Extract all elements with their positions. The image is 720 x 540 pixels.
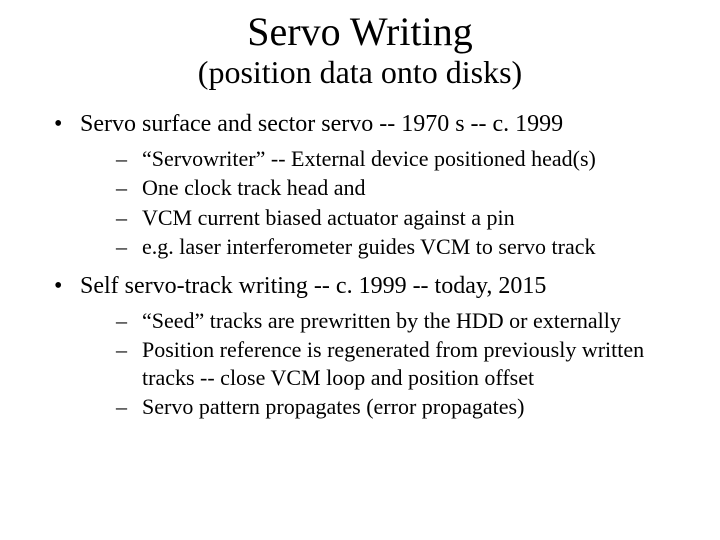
list-item: VCM current biased actuator against a pi…	[116, 204, 680, 232]
bullet-text: Servo surface and sector servo -- 1970 s…	[80, 111, 563, 137]
list-item: e.g. laser interferometer guides VCM to …	[116, 233, 680, 261]
list-item: Position reference is regenerated from p…	[116, 336, 680, 391]
slide: Servo Writing (position data onto disks)…	[0, 0, 720, 540]
sub-bullet-list: “Servowriter” -- External device positio…	[80, 145, 680, 261]
sub-bullet-text: Servo pattern propagates (error propagat…	[142, 394, 524, 419]
sub-bullet-list: “Seed” tracks are prewritten by the HDD …	[80, 307, 680, 421]
slide-subtitle: (position data onto disks)	[40, 54, 680, 91]
bullet-list: Servo surface and sector servo -- 1970 s…	[40, 109, 680, 421]
list-item: “Servowriter” -- External device positio…	[116, 145, 680, 173]
list-item: “Seed” tracks are prewritten by the HDD …	[116, 307, 680, 335]
sub-bullet-text: VCM current biased actuator against a pi…	[142, 205, 515, 230]
sub-bullet-text: e.g. laser interferometer guides VCM to …	[142, 234, 596, 259]
sub-bullet-text: One clock track head and	[142, 175, 366, 200]
bullet-text: Self servo-track writing -- c. 1999 -- t…	[80, 273, 546, 299]
sub-bullet-text: Position reference is regenerated from p…	[142, 337, 644, 390]
list-item: Servo pattern propagates (error propagat…	[116, 393, 680, 421]
list-item: Servo surface and sector servo -- 1970 s…	[50, 109, 680, 261]
sub-bullet-text: “Servowriter” -- External device positio…	[142, 146, 596, 171]
list-item: One clock track head and	[116, 174, 680, 202]
slide-title: Servo Writing	[40, 10, 680, 54]
list-item: Self servo-track writing -- c. 1999 -- t…	[50, 271, 680, 421]
sub-bullet-text: “Seed” tracks are prewritten by the HDD …	[142, 308, 621, 333]
